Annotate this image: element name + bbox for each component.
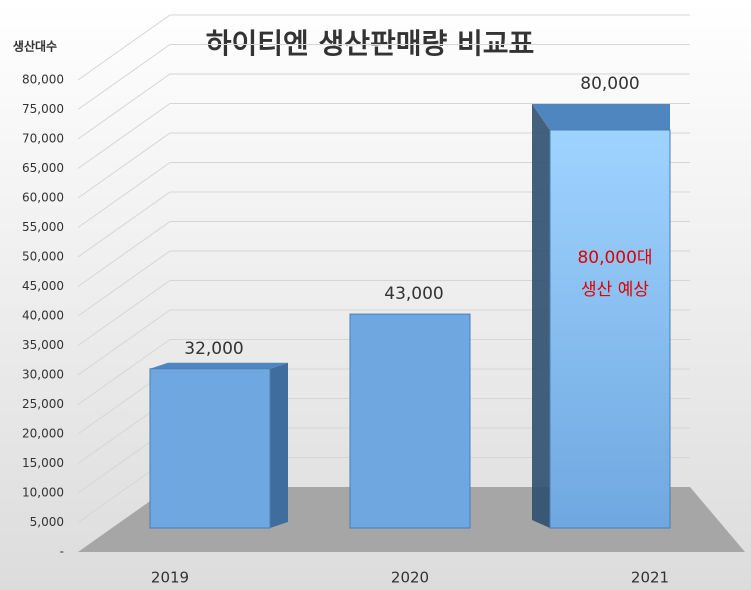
grid-line [77,191,690,258]
y-tick-label: 45,000 [22,279,64,293]
grid-line [77,14,690,81]
bar [549,129,671,529]
y-tick-label: - [60,545,64,559]
x-tick-label: 2020 [391,569,429,587]
grid-line [77,339,690,405]
y-tick-label: 20,000 [22,427,64,441]
bar-side [270,362,288,528]
y-tick-label: 5,000 [30,515,64,529]
bar-top [150,362,288,369]
y-tick-label: 25,000 [22,397,64,411]
grid-line [77,44,690,110]
grid-line [77,103,690,169]
bar [149,368,271,529]
y-tick-label: 55,000 [22,220,64,234]
value-label: 43,000 [384,284,443,304]
y-tick-label: 60,000 [22,191,64,205]
grid-line [77,221,690,287]
grid-line [77,309,690,376]
annotation: 생산 예상 [581,280,649,300]
y-tick-label: 65,000 [22,161,64,175]
grid-line [77,280,690,346]
y-tick-label: 50,000 [22,250,64,264]
bar [349,313,471,529]
grid-line [77,132,690,199]
y-tick-label: 70,000 [22,132,64,146]
annotation: 80,000대 [577,248,652,268]
grid-line [77,162,690,228]
x-tick-label: 2019 [151,569,189,587]
y-tick-label: 40,000 [22,309,64,323]
y-tick-label: 30,000 [22,368,64,382]
bar-top [532,104,670,130]
plot: - 5,000 10,000 15,000 20,000 25,000 30,000 35,0… [22,14,690,587]
y-tick-label: 35,000 [22,338,64,352]
value-label: 32,000 [184,339,243,359]
value-label: 80,000 [580,74,639,94]
chart-title: 하이티엔 생산판매량 비교표 [206,27,535,60]
y-tick-label: 75,000 [22,102,64,116]
y-axis-label: 생산대수 [13,39,57,54]
y-tick-label: 10,000 [22,486,64,500]
grid-line [77,250,690,317]
y-tick-label: 80,000 [22,73,64,87]
x-tick-label: 2021 [631,569,669,587]
grid-line [77,73,690,140]
y-tick-label: 15,000 [22,456,64,470]
bar-side [532,104,550,528]
